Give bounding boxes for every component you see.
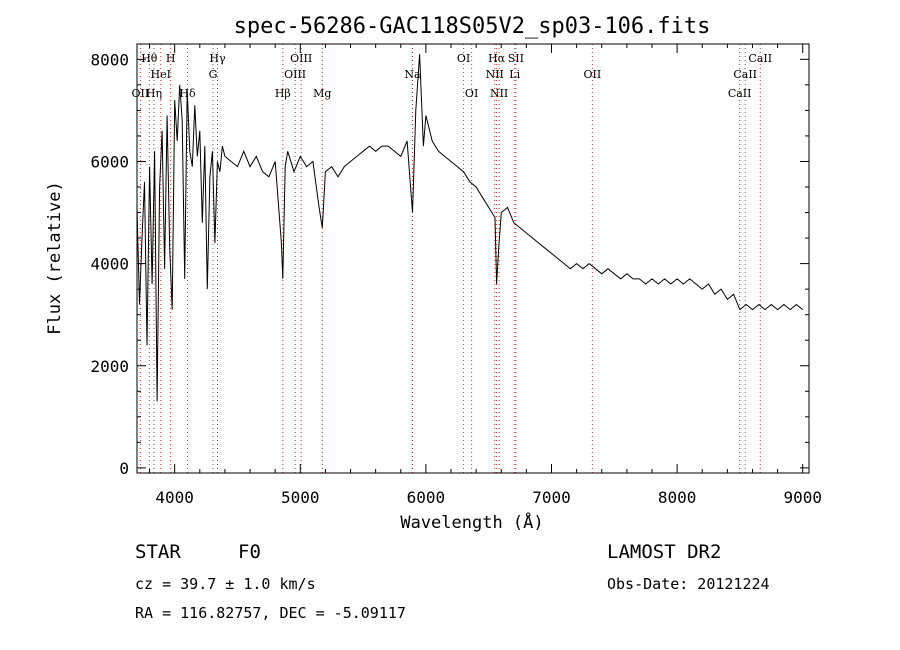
line-label-18: NII [490, 87, 508, 100]
y-tick-label-0: 0 [119, 459, 129, 478]
line-label-16: SII [508, 52, 524, 65]
x-tick-label-1: 5000 [281, 488, 320, 507]
plot-frame [136, 43, 810, 474]
redshift-readout: cz = 39.7 ± 1.0 km/s [135, 575, 316, 593]
spectrum-series-line [136, 54, 804, 402]
chart-title: spec-56286-GAC118S05V2_sp03-106.fits [234, 14, 711, 39]
spectral-line-markers [139, 44, 761, 473]
y-axis-label: Flux (relative) [45, 181, 65, 335]
object-class: STAR [135, 541, 181, 563]
x-axis-label: Wavelength (Å) [400, 511, 543, 533]
y-tick-label-4: 8000 [90, 50, 129, 69]
line-label-8: Hβ [275, 87, 291, 100]
x-tick-label-2: 6000 [407, 488, 446, 507]
line-label-22: CaII [733, 68, 757, 81]
y-tick-label-2: 4000 [90, 255, 129, 274]
survey-name: LAMOST DR2 [607, 541, 722, 563]
x-tick-label-0: 4000 [155, 488, 194, 507]
line-label-4: Hη [146, 87, 162, 100]
line-label-15: Hα [488, 52, 506, 65]
line-label-10: OIII [284, 68, 306, 81]
line-label-7: G [209, 68, 218, 81]
line-label-12: Na [404, 68, 421, 81]
line-label-0: Hθ [141, 52, 158, 65]
line-label-6: Hγ [209, 52, 226, 65]
line-label-19: Li [509, 68, 520, 81]
line-label-3: OII [132, 87, 150, 100]
line-label-1: H [166, 52, 176, 65]
x-tick-label-5: 9000 [783, 488, 822, 507]
line-label-11: Mg [313, 87, 331, 100]
x-tick-label-3: 7000 [532, 488, 571, 507]
object-subclass: F0 [238, 541, 261, 563]
line-label-20: OII [583, 68, 601, 81]
line-label-2: HeI [151, 68, 171, 81]
line-label-21: CaII [748, 52, 772, 65]
spectrum-chart: spec-56286-GAC118S05V2_sp03-106.fits Hθ H… [45, 14, 822, 533]
line-label-9: OIII [290, 52, 312, 65]
y-axis-ticks: 0 2000 4000 6000 8000 [90, 50, 809, 478]
x-axis-ticks: 4000 5000 6000 7000 8000 9000 [149, 44, 822, 507]
y-tick-label-3: 6000 [90, 152, 129, 171]
obs-date: Obs-Date: 20121224 [607, 575, 770, 593]
line-label-17: NII [486, 68, 504, 81]
y-tick-label-1: 2000 [90, 357, 129, 376]
line-label-13: OI [457, 52, 470, 65]
line-label-14: OI [465, 87, 478, 100]
x-tick-label-4: 8000 [658, 488, 697, 507]
line-label-23: CaII [728, 87, 752, 100]
coordinates: RA = 116.82757, DEC = -5.09117 [135, 604, 406, 622]
